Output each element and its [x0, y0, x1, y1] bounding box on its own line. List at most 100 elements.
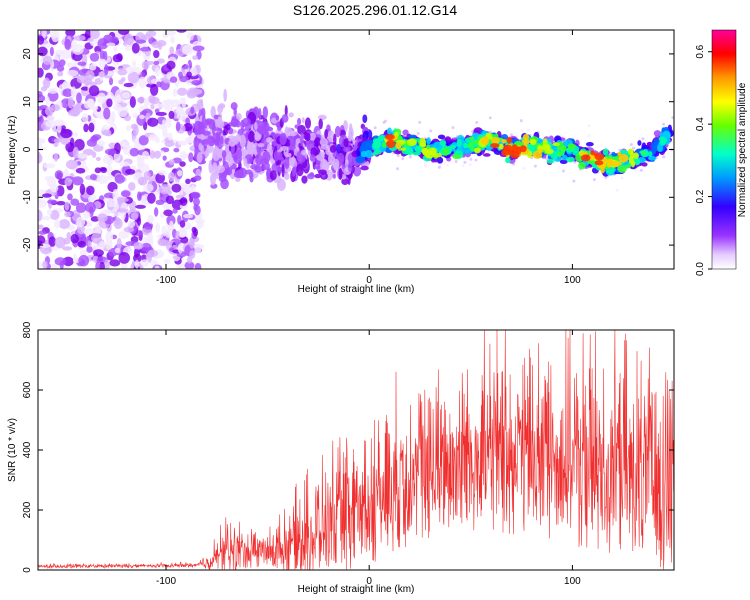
heatmap-cell — [169, 46, 175, 55]
heatmap-cell — [309, 132, 317, 141]
heatmap-cell — [659, 137, 668, 143]
heatmap-cell — [153, 103, 164, 108]
heatmap-cell — [120, 190, 131, 198]
heatmap-cell — [150, 104, 155, 110]
heatmap-cell — [38, 261, 42, 269]
heatmap-cell — [662, 122, 666, 126]
heatmap-cell — [261, 164, 267, 171]
heatmap-cell — [38, 110, 42, 118]
heatmap-cell — [519, 119, 523, 123]
heatmap-cell — [437, 134, 446, 140]
heatmap-cell — [319, 159, 329, 173]
heatmap-cell — [247, 130, 255, 143]
heatmap-cell — [65, 159, 78, 170]
heatmap-cell — [545, 143, 550, 150]
heatmap-cell — [135, 204, 146, 209]
spectrogram-x-ticks: -100 0 100 — [156, 30, 581, 286]
heatmap-cell — [54, 49, 66, 56]
snr-x-axis-label: Height of straight line (km) — [298, 584, 415, 595]
heatmap-cell — [165, 195, 175, 205]
heatmap-cell — [113, 46, 118, 52]
heatmap-cell — [136, 97, 146, 104]
heatmap-cell — [377, 134, 385, 142]
heatmap-cell — [86, 246, 93, 253]
heatmap-cell — [49, 46, 54, 57]
heatmap-cell — [70, 233, 79, 244]
heatmap-cell — [196, 133, 205, 139]
heatmap-cell — [216, 165, 225, 174]
x-tick-label: 100 — [564, 275, 581, 286]
y-tick-label: 10 — [22, 96, 33, 108]
heatmap-cell — [280, 146, 289, 151]
heatmap-cell — [491, 137, 500, 145]
heatmap-cell — [166, 116, 172, 129]
heatmap-cell — [521, 139, 531, 145]
heatmap-cell — [38, 46, 48, 57]
heatmap-cell — [157, 238, 167, 246]
heatmap-cell — [155, 136, 160, 144]
heatmap-cell — [602, 148, 609, 156]
heatmap-cell — [560, 134, 564, 138]
heatmap-cell — [419, 142, 427, 148]
heatmap-cell — [56, 123, 62, 134]
heatmap-cell — [288, 130, 298, 137]
heatmap-cell — [556, 151, 562, 157]
heatmap-cell — [279, 132, 287, 146]
heatmap-cell — [177, 170, 183, 177]
heatmap-cell — [373, 126, 377, 130]
heatmap-cell — [83, 123, 89, 133]
heatmap-cell — [443, 161, 447, 165]
heatmap-cell — [64, 177, 72, 187]
heatmap-cell — [313, 165, 321, 170]
heatmap-cell — [223, 88, 228, 102]
heatmap-cell — [168, 171, 175, 182]
heatmap-cell — [283, 172, 290, 181]
heatmap-cell — [254, 133, 261, 140]
heatmap-cell — [60, 128, 72, 139]
heatmap-cell — [82, 148, 94, 156]
heatmap-cell — [288, 112, 294, 118]
heatmap-cell — [526, 128, 530, 132]
heatmap-cell — [243, 158, 248, 167]
heatmap-cell — [177, 243, 183, 254]
heatmap-cell — [333, 133, 337, 145]
heatmap-cell — [140, 242, 152, 253]
heatmap-cell — [99, 261, 105, 269]
heatmap-cell — [116, 208, 129, 213]
heatmap-cell — [559, 144, 567, 153]
heatmap-cell — [153, 49, 160, 59]
heatmap-cell — [590, 150, 595, 156]
heatmap-cell — [393, 135, 398, 140]
heatmap-cell — [408, 155, 412, 159]
heatmap-cell — [134, 259, 140, 269]
heatmap-cell — [155, 222, 161, 234]
heatmap-cell — [153, 60, 160, 65]
heatmap-cell — [318, 118, 323, 130]
heatmap-cell — [273, 150, 279, 162]
y-tick-label: 400 — [22, 441, 33, 458]
heatmap-cell — [648, 155, 657, 161]
heatmap-cell — [269, 170, 277, 181]
heatmap-cell — [76, 75, 89, 84]
heatmap-cell — [38, 224, 44, 230]
heatmap-cell — [594, 153, 605, 161]
heatmap-cell — [221, 150, 227, 159]
heatmap-cell — [445, 163, 449, 167]
heatmap-cell — [87, 240, 92, 248]
heatmap-cell — [217, 104, 224, 114]
heatmap-cell — [301, 149, 307, 156]
heatmap-cell — [102, 154, 114, 165]
heatmap-cell — [103, 259, 110, 269]
heatmap-cell — [572, 179, 576, 183]
heatmap-cell — [427, 147, 437, 156]
heatmap-cell — [196, 152, 203, 163]
heatmap-cell — [296, 163, 304, 177]
heatmap-cell — [213, 114, 219, 120]
heatmap-cell — [189, 88, 202, 95]
heatmap-cell — [360, 165, 369, 171]
heatmap-cell — [519, 145, 527, 153]
heatmap-cell — [212, 132, 221, 144]
heatmap-cell — [85, 70, 95, 81]
heatmap-cell — [546, 158, 555, 164]
